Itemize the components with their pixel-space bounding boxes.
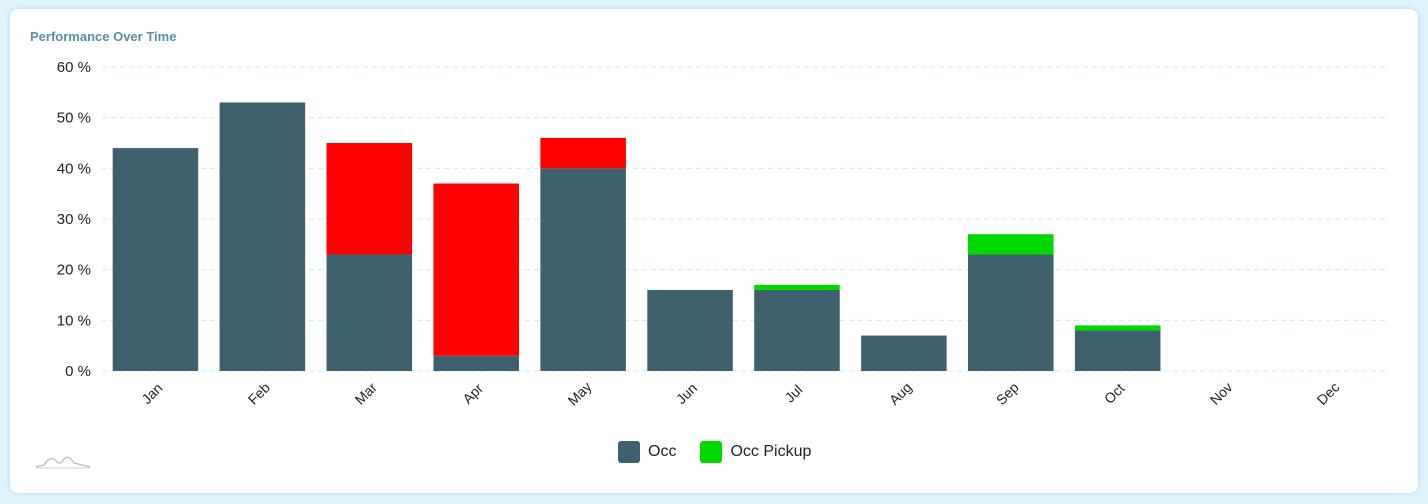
legend-item-occ[interactable]: Occ bbox=[618, 441, 676, 463]
sparkline-logo-icon bbox=[35, 456, 91, 469]
bar-chart: 0 % 10 % 20 % 30 % 40 % 50 % 60 % Jan Feb Mar Apr M… bbox=[57, 59, 1385, 408]
chart-card: Performance Over Time 0 % 10 % 20 % 30 % 40 … bbox=[10, 9, 1418, 493]
chart-title: Performance Over Time bbox=[30, 29, 177, 44]
bar-occ-pickup-negative bbox=[326, 143, 413, 255]
bar-occ-pickup bbox=[754, 284, 840, 290]
x-tick-label: May bbox=[565, 378, 595, 408]
bar-occ-pickup bbox=[968, 234, 1054, 255]
bar-occ bbox=[968, 254, 1054, 371]
x-tick-label: Sep bbox=[993, 379, 1022, 408]
x-tick-label: Mar bbox=[352, 379, 381, 408]
bar-occ bbox=[219, 102, 306, 371]
x-tick-label: Jan bbox=[138, 380, 165, 407]
bar-occ bbox=[112, 148, 199, 371]
x-tick-label: Jun bbox=[673, 380, 700, 407]
bar-occ bbox=[1074, 330, 1161, 371]
y-tick-label: 40 % bbox=[57, 160, 91, 177]
bar-occ bbox=[326, 254, 413, 371]
bar-occ bbox=[754, 289, 840, 371]
y-tick-label: 10 % bbox=[57, 312, 91, 329]
bar-occ bbox=[861, 335, 947, 371]
x-tick-label: Jul bbox=[781, 381, 805, 405]
y-tick-label: 50 % bbox=[57, 110, 91, 127]
legend-swatch-occ-pickup bbox=[700, 441, 723, 463]
bar-occ-pickup-negative bbox=[433, 183, 519, 356]
x-tick-label: Nov bbox=[1207, 379, 1236, 408]
y-tick-label: 20 % bbox=[57, 262, 91, 279]
x-tick-label: Feb bbox=[245, 379, 274, 408]
y-tick-label: 60 % bbox=[57, 59, 91, 76]
chart-legend: Occ Occ Pickup bbox=[618, 441, 835, 463]
y-tick-label: 30 % bbox=[57, 211, 91, 228]
bar-occ bbox=[540, 168, 626, 371]
x-tick-label: Aug bbox=[886, 379, 915, 408]
legend-swatch-occ bbox=[618, 441, 640, 463]
bar-occ bbox=[647, 289, 733, 371]
x-tick-label: Oct bbox=[1101, 380, 1128, 407]
bar-occ bbox=[433, 355, 519, 371]
legend-item-occ-pickup[interactable]: Occ Pickup bbox=[700, 441, 811, 463]
legend-label-occ-pickup: Occ Pickup bbox=[730, 443, 812, 460]
y-tick-label: 0 % bbox=[65, 363, 91, 380]
x-tick-label: Apr bbox=[459, 380, 486, 407]
x-tick-label: Dec bbox=[1314, 379, 1343, 408]
bar-occ-pickup-negative bbox=[540, 137, 626, 169]
bar-occ-pickup bbox=[1074, 325, 1161, 331]
legend-label-occ: Occ bbox=[648, 443, 677, 460]
